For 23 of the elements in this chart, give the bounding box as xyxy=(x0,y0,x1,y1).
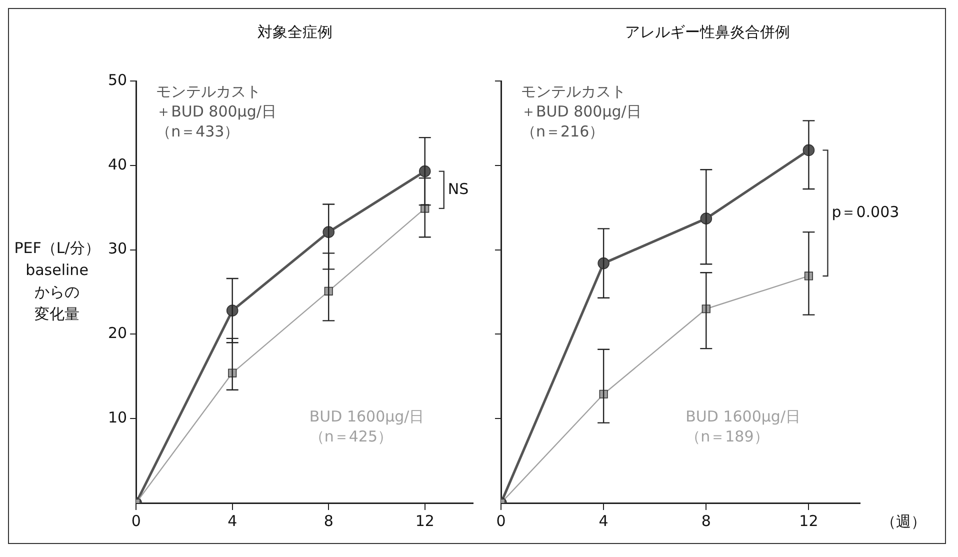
x-tick-label: 12 xyxy=(415,512,434,530)
text: モンテルカスト＋BUD 800μg/日（n＝433） xyxy=(156,82,276,141)
chart-title: アレルギー性鼻炎合併例 xyxy=(624,22,791,43)
x-tick-label: 8 xyxy=(324,512,334,530)
x-tick-label: 4 xyxy=(598,512,608,530)
text: BUD 1600μg/日（n＝425） xyxy=(309,408,424,446)
x-tick-label: 4 xyxy=(228,512,238,530)
y-tick-label: 40 xyxy=(108,155,128,174)
y-axis-title: PEF（L/分）baselineからの変化量 xyxy=(14,238,100,323)
y-tick-label: 10 xyxy=(108,408,128,426)
x-tick-label: 12 xyxy=(799,512,818,530)
chart-title: 対象全症例 xyxy=(256,22,334,43)
text: モンテルカスト＋BUD 800μg/日（n＝216） xyxy=(521,82,642,141)
text: BUD 1600μg/日（n＝189） xyxy=(686,408,801,446)
x-axis-title: （週） xyxy=(881,512,926,530)
annotation: p＝0.003 xyxy=(832,202,900,221)
x-tick-label: 0 xyxy=(131,512,141,530)
y-tick-label: 20 xyxy=(108,324,128,342)
x-tick-label: 8 xyxy=(701,512,711,530)
y-tick-label: 30 xyxy=(108,240,128,258)
y-tick-label: 50 xyxy=(108,70,128,89)
annotation: NS xyxy=(448,180,469,198)
x-tick-label: 0 xyxy=(496,512,506,530)
